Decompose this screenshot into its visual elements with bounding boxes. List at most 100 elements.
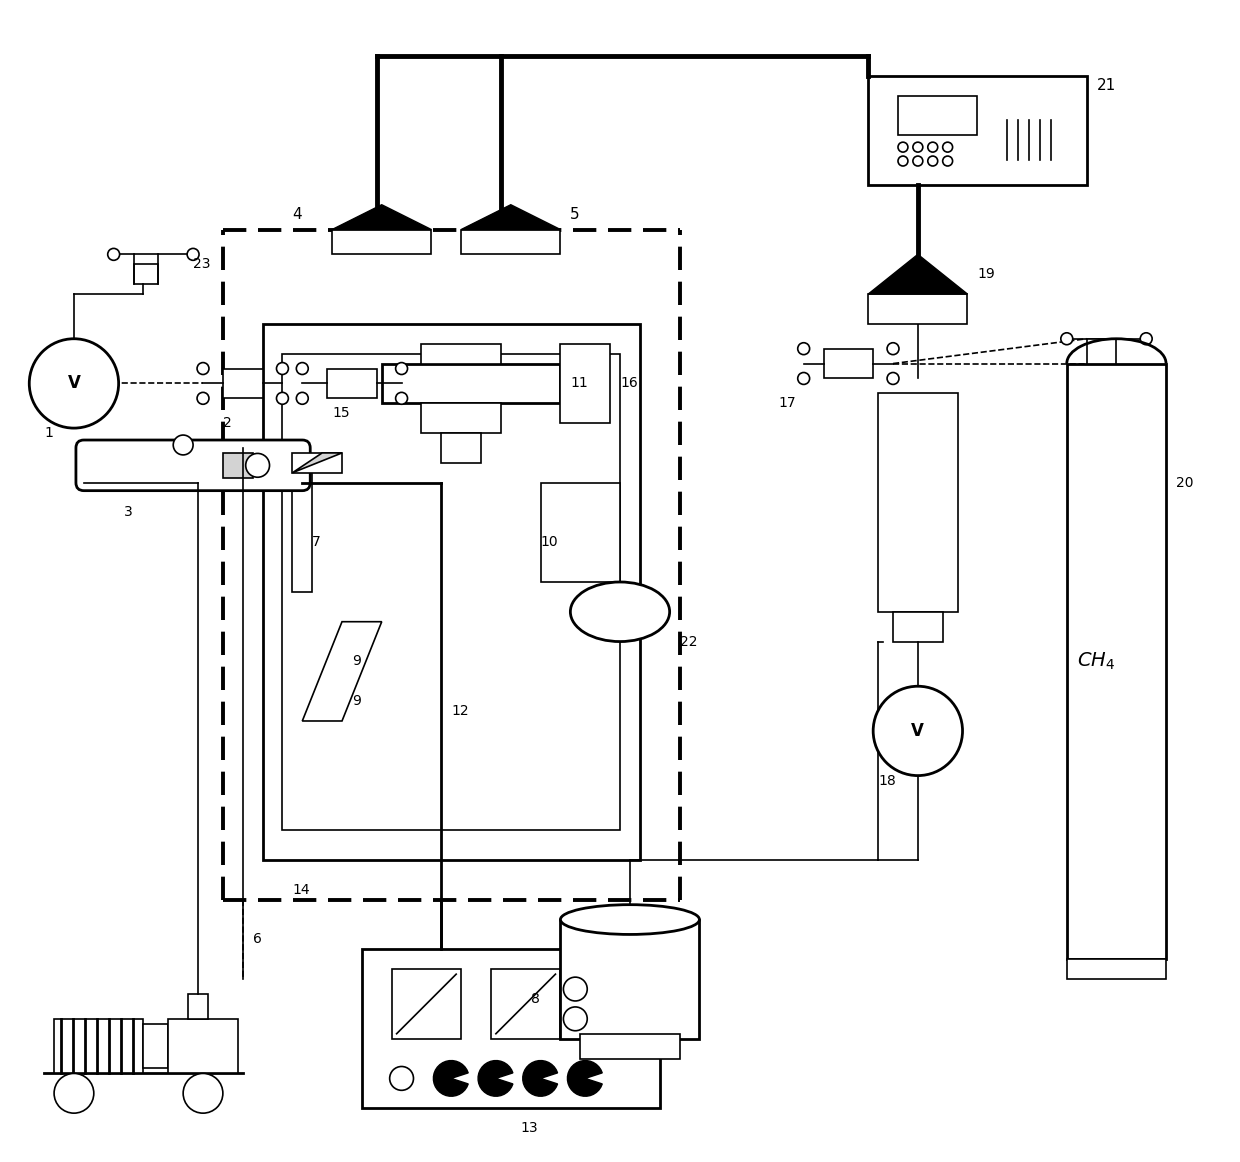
Polygon shape (332, 205, 432, 230)
Text: 18: 18 (878, 774, 895, 788)
Circle shape (873, 687, 962, 775)
Bar (144, 1024, 169, 1069)
Text: 17: 17 (779, 396, 796, 410)
Bar (134, 264, 159, 285)
Text: 20: 20 (1176, 475, 1193, 489)
Bar (223, 453, 253, 478)
Text: 23: 23 (193, 257, 211, 271)
Text: 14: 14 (293, 883, 310, 897)
Polygon shape (332, 230, 432, 254)
Circle shape (887, 343, 899, 354)
Text: 21: 21 (1096, 78, 1116, 93)
Text: 2: 2 (223, 416, 232, 430)
FancyBboxPatch shape (76, 440, 310, 490)
Bar (263, 324, 640, 860)
Bar (55, 1019, 144, 1074)
Text: V: V (67, 374, 81, 393)
Bar (223, 368, 263, 399)
Circle shape (55, 1074, 94, 1113)
Bar (560, 344, 610, 423)
Circle shape (1060, 332, 1073, 345)
Bar (362, 949, 660, 1109)
Text: 16: 16 (620, 376, 637, 390)
Bar (823, 349, 873, 379)
Bar (560, 919, 699, 1039)
Text: 7: 7 (312, 536, 321, 550)
Polygon shape (523, 1061, 558, 1096)
Circle shape (187, 249, 200, 260)
Bar (878, 394, 957, 611)
Circle shape (913, 142, 923, 152)
Circle shape (1141, 332, 1152, 345)
Ellipse shape (560, 905, 699, 934)
Text: 15: 15 (332, 407, 350, 421)
Circle shape (797, 343, 810, 354)
Bar (898, 95, 977, 135)
Circle shape (563, 977, 588, 1000)
Bar (1066, 364, 1166, 960)
Bar (327, 368, 377, 399)
Bar (392, 969, 461, 1039)
Circle shape (246, 453, 269, 478)
Text: 11: 11 (570, 376, 588, 390)
Circle shape (197, 393, 210, 404)
Bar (283, 353, 620, 830)
Bar (188, 994, 208, 1019)
Text: 22: 22 (680, 634, 697, 648)
Circle shape (108, 249, 119, 260)
Circle shape (913, 156, 923, 166)
Text: 3: 3 (124, 505, 133, 519)
Circle shape (174, 435, 193, 454)
Bar (1066, 960, 1166, 980)
Circle shape (184, 1074, 223, 1113)
Text: 6: 6 (253, 932, 262, 946)
Bar (580, 1034, 680, 1059)
Circle shape (396, 393, 408, 404)
Bar (293, 473, 312, 591)
Text: 12: 12 (451, 704, 469, 718)
Circle shape (898, 142, 908, 152)
Text: V: V (911, 722, 924, 740)
Polygon shape (461, 205, 560, 230)
Circle shape (277, 393, 289, 404)
Circle shape (296, 393, 309, 404)
Text: 8: 8 (531, 992, 539, 1006)
Circle shape (396, 363, 408, 374)
Bar (169, 1019, 238, 1074)
Circle shape (928, 142, 937, 152)
Circle shape (928, 156, 937, 166)
Polygon shape (461, 230, 560, 254)
Text: 1: 1 (45, 426, 53, 440)
Circle shape (887, 373, 899, 385)
Bar (491, 969, 560, 1039)
Bar (382, 364, 560, 403)
Ellipse shape (570, 582, 670, 641)
Text: 5: 5 (570, 207, 580, 222)
Circle shape (797, 373, 810, 385)
Circle shape (563, 1007, 588, 1031)
Circle shape (30, 339, 119, 428)
Text: 19: 19 (977, 267, 996, 281)
Bar (541, 482, 620, 582)
Bar (893, 611, 942, 641)
Text: 13: 13 (521, 1121, 538, 1135)
Polygon shape (434, 1061, 469, 1096)
Text: $CH_4$: $CH_4$ (1076, 651, 1115, 672)
Text: 9: 9 (352, 654, 361, 668)
Circle shape (389, 1067, 413, 1090)
Circle shape (942, 156, 952, 166)
Circle shape (942, 142, 952, 152)
Polygon shape (568, 1061, 603, 1096)
Polygon shape (293, 453, 342, 473)
Bar (1086, 339, 1116, 368)
Polygon shape (868, 294, 967, 324)
Circle shape (277, 363, 289, 374)
Text: 4: 4 (293, 207, 303, 222)
Circle shape (197, 363, 210, 374)
Text: 9: 9 (352, 694, 361, 708)
Polygon shape (303, 622, 382, 720)
Polygon shape (868, 254, 967, 294)
Circle shape (898, 156, 908, 166)
Bar (441, 433, 481, 462)
Text: 10: 10 (541, 536, 558, 550)
